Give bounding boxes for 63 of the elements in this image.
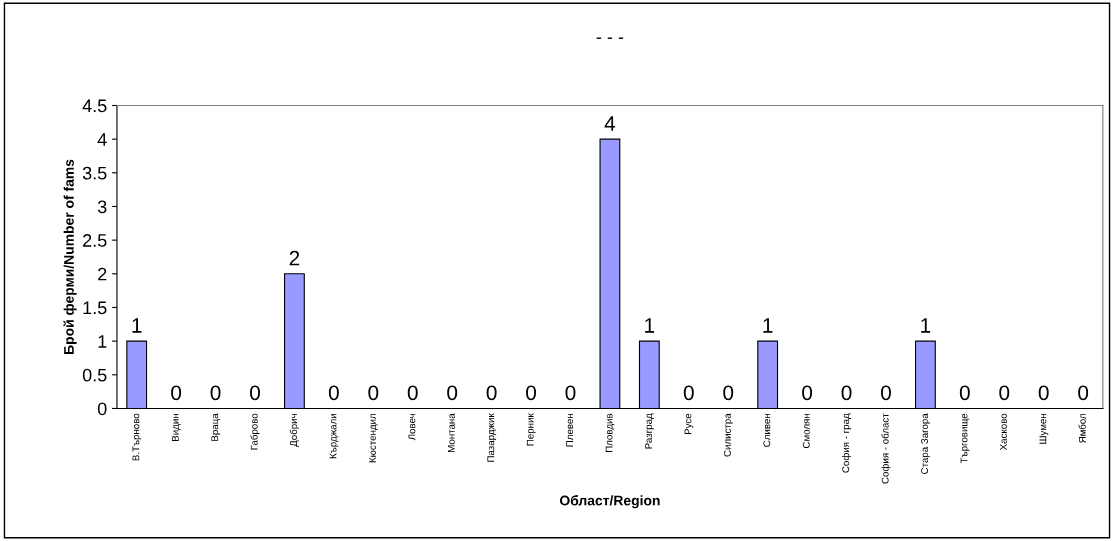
x-tick-label: Габрово: [250, 413, 260, 450]
data-label: 0: [565, 385, 576, 401]
y-axis-title: Брой ферми/Number of fams: [63, 159, 77, 354]
data-label: 0: [880, 385, 891, 401]
x-tick-label: София - град: [842, 413, 852, 473]
x-tick-label: Стара Загора: [921, 413, 930, 474]
data-label: 0: [526, 385, 537, 401]
y-tick-label: 0.5: [82, 368, 107, 382]
y-tick-label: 2: [98, 267, 107, 281]
data-label: 1: [921, 318, 931, 333]
x-tick-label: Разград: [645, 413, 654, 449]
x-tick-label: Шумен: [1039, 413, 1049, 444]
x-tick-label: Пловдив: [605, 413, 615, 453]
x-tick-label: Хасково: [1000, 413, 1007, 451]
y-tick-label: 1: [98, 335, 107, 348]
data-label: 1: [645, 318, 655, 333]
data-label: 0: [447, 385, 458, 401]
data-label: 0: [959, 385, 970, 401]
x-tick-label: Кюстендил: [369, 413, 378, 463]
x-tick-label: Ямбол: [1078, 413, 1086, 443]
data-label: 0: [1038, 385, 1049, 401]
data-label: 0: [841, 385, 852, 401]
data-label: 4: [604, 116, 616, 131]
x-tick-label: Перник: [526, 413, 536, 446]
data-label: 0: [999, 385, 1010, 401]
y-tick-label: 0: [97, 402, 107, 416]
x-tick-label: Русе: [684, 413, 694, 435]
x-tick-label: Силистра: [723, 413, 733, 457]
data-label: 0: [328, 385, 339, 401]
data-label: 0: [1078, 385, 1089, 401]
x-tick-label: София - област: [881, 413, 891, 484]
x-tick-label: В.Търново: [132, 413, 142, 461]
x-tick-label: Враца: [211, 413, 221, 441]
y-tick-label: 3: [97, 200, 107, 214]
chart-title: - - -: [596, 37, 624, 39]
y-tick-label: 2.5: [83, 234, 107, 247]
data-label: 0: [486, 385, 497, 401]
x-tick-label: Монтана: [448, 413, 455, 453]
y-tick-label: 4.5: [82, 99, 107, 113]
data-label: 2: [289, 250, 300, 266]
data-label: 1: [132, 318, 142, 333]
data-label: 0: [407, 385, 418, 401]
data-label: 0: [802, 385, 813, 401]
x-tick-label: Ловеч: [408, 413, 416, 441]
y-tick-label: 3.5: [82, 166, 107, 180]
y-tick-label: 1.5: [83, 301, 107, 315]
data-label: 0: [368, 385, 379, 401]
x-axis-title: Област/Region: [559, 495, 660, 509]
data-label: 0: [683, 385, 694, 401]
data-label: 0: [723, 385, 734, 401]
x-tick-label: Пазарджик: [487, 413, 497, 462]
data-label: 0: [210, 385, 221, 401]
y-tick-label: 4: [97, 133, 107, 146]
x-tick-label: Търговище: [960, 413, 970, 464]
data-label: 1: [763, 318, 773, 333]
data-label: 0: [171, 385, 182, 401]
x-tick-label: Видин: [171, 413, 181, 441]
x-tick-label: Добрич: [289, 413, 299, 447]
x-tick-label: Кърджали: [329, 413, 339, 459]
x-tick-label: Сливен: [763, 413, 771, 447]
x-tick-label: Плевен: [566, 413, 574, 447]
data-label: 0: [250, 385, 260, 401]
x-tick-label: Смолян: [802, 413, 810, 449]
